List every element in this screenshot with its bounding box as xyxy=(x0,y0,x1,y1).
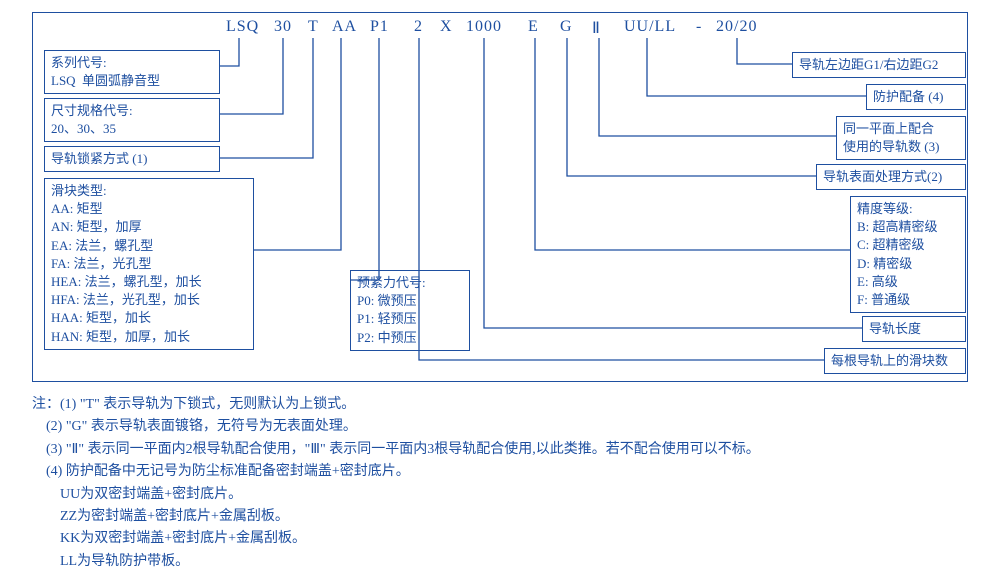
code-seg-9: G xyxy=(560,18,573,36)
code-seg-5: 2 xyxy=(414,18,423,36)
code-seg-8: E xyxy=(528,18,539,36)
code-seg-1: 30 xyxy=(274,18,292,36)
code-seg-11: UU/LL xyxy=(624,18,676,36)
desc-box-rL: 导轨长度 xyxy=(862,316,966,342)
desc-box-b1: 系列代号: LSQ 单圆弧静音型 xyxy=(44,50,220,94)
desc-box-r4: 防护配备 (4) xyxy=(866,84,966,110)
code-seg-0: LSQ xyxy=(226,18,259,36)
code-seg-13: 20/20 xyxy=(716,18,757,36)
desc-box-b2: 尺寸规格代号: 20、30、35 xyxy=(44,98,220,142)
footnotes: 注：(1) "T" 表示导轨为下锁式，无则默认为上锁式。 (2) "G" 表示导… xyxy=(32,394,760,573)
desc-box-b4: 滑块类型: AA: 矩型 AN: 矩型，加厚 EA: 法兰，螺孔型 FA: 法兰… xyxy=(44,178,254,350)
desc-box-r2: 导轨表面处理方式(2) xyxy=(816,164,966,190)
desc-box-b5: 预紧力代号: P0: 微预压 P1: 轻预压 P2: 中预压 xyxy=(350,270,470,351)
code-seg-10: Ⅱ xyxy=(592,18,601,38)
code-seg-4: P1 xyxy=(370,18,389,36)
code-seg-7: 1000 xyxy=(466,18,502,36)
desc-box-rN: 每根导轨上的滑块数 xyxy=(824,348,966,374)
code-seg-6: X xyxy=(440,18,453,36)
desc-box-b3: 导轨锁紧方式 (1) xyxy=(44,146,220,172)
desc-box-rG: 导轨左边距G1/右边距G2 xyxy=(792,52,966,78)
code-seg-12: - xyxy=(696,18,702,36)
desc-box-rE: 精度等级: B: 超高精密级 C: 超精密级 D: 精密级 E: 高级 F: 普… xyxy=(850,196,966,313)
desc-box-r3: 同一平面上配合 使用的导轨数 (3) xyxy=(836,116,966,160)
code-seg-3: AA xyxy=(332,18,357,36)
code-seg-2: T xyxy=(308,18,319,36)
